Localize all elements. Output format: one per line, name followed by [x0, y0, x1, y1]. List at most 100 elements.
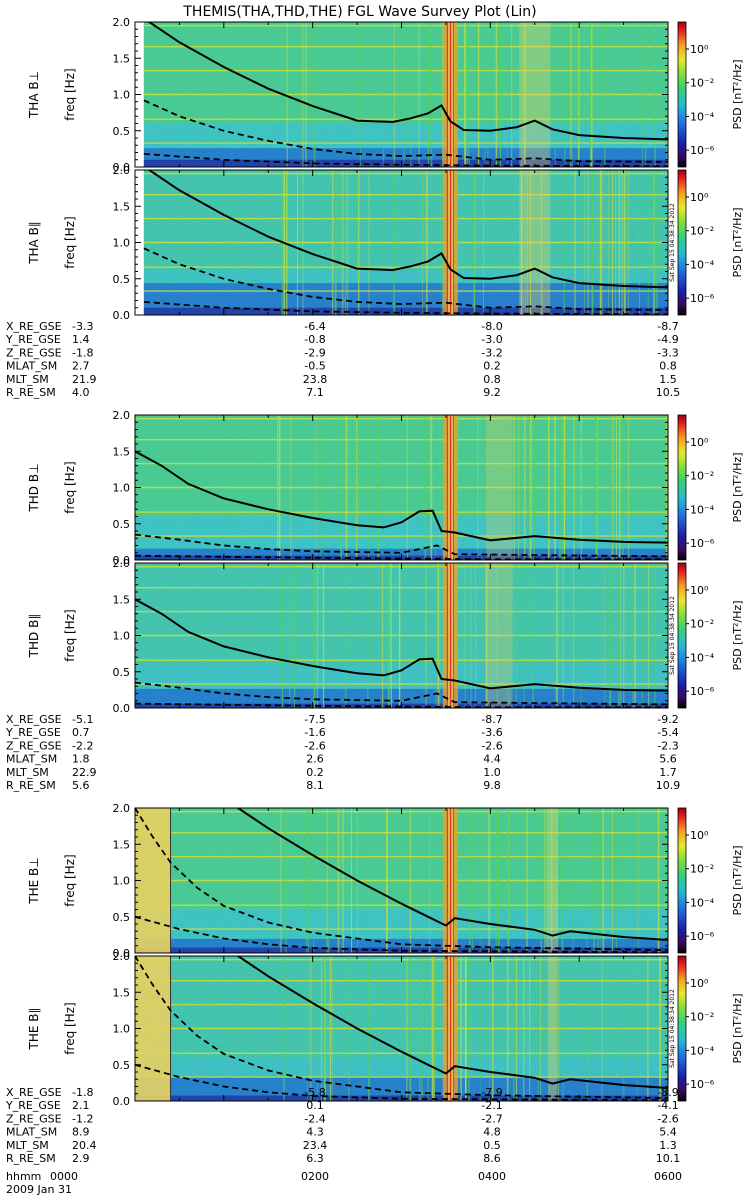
ytick-label: 2.0 — [113, 557, 131, 570]
ytick-label: 0.0 — [113, 947, 131, 960]
panel-label: THE B⊥ — [27, 857, 41, 904]
ytick-label: 2.0 — [113, 802, 131, 815]
ephemeris-value: 4.0 — [72, 386, 90, 399]
ephemeris-value: 7.1 — [306, 386, 324, 399]
colorbar-tick-label: 10⁻⁴ — [690, 258, 715, 271]
burst-weak — [485, 415, 513, 560]
colorbar: 10⁰ 10⁻² 10⁻⁴ 10⁻⁶ PSD [nT²/Hz] — [677, 414, 744, 561]
ephemeris-value: 0.8 — [659, 360, 677, 373]
ephemeris-value: -5.1 — [72, 713, 93, 726]
ephemeris-value: 5.6 — [659, 753, 677, 766]
dashed-line-upper — [143, 247, 668, 311]
spectrogram — [143, 22, 668, 167]
ylabel: freq [Hz] — [63, 68, 77, 120]
ephemeris-label: R_RE_SM — [6, 1152, 56, 1165]
ytick-label: 0.0 — [113, 1095, 131, 1108]
ephemeris-value: -2.7 — [481, 1112, 502, 1125]
spectrogram-upper-band — [135, 808, 668, 910]
ephemeris-value: -5.4 — [657, 726, 678, 739]
ephemeris-value: -6.4 — [304, 320, 325, 333]
panel-tha-par: 0.0 0.5 1.0 1.5 2.0 THA B∥ freq [Hz] 10⁰ 10⁻² 10⁻… — [27, 164, 744, 322]
ephemeris-value: 0.2 — [306, 766, 324, 779]
ytick-label: 1.0 — [113, 875, 131, 888]
spectrogram — [135, 808, 668, 953]
probe-groups: 0.0 0.5 1.0 1.5 2.0 THA B⊥ freq [Hz] 10⁰ 10⁻² 10⁻… — [5, 16, 744, 1165]
ephemeris-value: -1.8 — [72, 346, 93, 359]
ephemeris-value: 4.8 — [483, 1126, 501, 1139]
ytick-label: 1.5 — [113, 986, 131, 999]
ephemeris-value: -8.7 — [657, 320, 678, 333]
ytick-label: 1.5 — [113, 593, 131, 606]
colorbar-tick-label: 10⁻⁶ — [690, 930, 715, 943]
ephemeris-label: X_RE_GSE — [6, 1086, 62, 1099]
colorbar-tick-label: 10⁰ — [690, 977, 709, 990]
spectrogram-bottom-band — [143, 307, 668, 315]
colorbar-label: PSD [nT²/Hz] — [731, 207, 744, 277]
spectrogram-upper-band — [143, 22, 668, 124]
ytick-label: 0.5 — [113, 518, 131, 531]
ephemeris-value: -3.0 — [481, 333, 502, 346]
ytick-label: 0.0 — [113, 161, 131, 174]
ytick-label: 1.0 — [113, 482, 131, 495]
ephemeris-label: MLAT_SM — [6, 360, 57, 373]
timestamp-stamp: Sat Sep 15 04:38:34 2012 — [669, 989, 676, 1068]
ephemeris-value: -1.2 — [72, 1112, 93, 1125]
colorbar-label: PSD [nT²/Hz] — [731, 600, 744, 670]
spectrogram-low-band — [135, 1077, 668, 1101]
time-axis-row: hhmm 0000 0200 0400 0600 2009 Jan 31 — [6, 1170, 682, 1196]
ephemeris-value: -5.8 — [304, 1086, 325, 1099]
burst-core — [446, 956, 454, 1101]
burst-core — [446, 22, 454, 167]
ephemeris-label: Y_RE_GSE — [5, 333, 61, 346]
dashed-line-upper — [135, 808, 668, 951]
ephemeris-value: -3.3 — [72, 320, 93, 333]
ephemeris-label: MLAT_SM — [6, 753, 57, 766]
colorbar-label: PSD [nT²/Hz] — [731, 993, 744, 1063]
colorbar-tick-label: 10⁻⁶ — [690, 144, 715, 157]
ephemeris-value: 2.1 — [72, 1099, 90, 1112]
ephemeris-value: -8.9 — [657, 1086, 678, 1099]
colorbar-tick-label: 10⁻⁶ — [690, 1078, 715, 1091]
ytick-label: 0.0 — [113, 702, 131, 715]
ephemeris-label: MLT_SM — [6, 1139, 49, 1152]
ytick-label: 0.5 — [113, 125, 131, 138]
ylabel: freq [Hz] — [63, 216, 77, 268]
ephemeris-value: 5.6 — [72, 779, 90, 792]
timestamp-stamp: Sat Sep 15 04:38:34 2012 — [669, 596, 676, 675]
burst-core — [446, 415, 454, 560]
burst-core — [446, 808, 454, 953]
ephemeris-value: 4.4 — [483, 753, 501, 766]
colorbar-tick-label: 10⁻⁴ — [690, 110, 715, 123]
spectrogram-bottom-band — [143, 159, 668, 167]
ephemeris-value: -9.2 — [657, 713, 678, 726]
probe-the: 0.0 0.5 1.0 1.5 2.0 THE B⊥ freq [Hz] 10⁰ 10⁻² 10⁻… — [5, 802, 744, 1165]
ylabel: freq [Hz] — [63, 1002, 77, 1054]
colorbar: 10⁰ 10⁻² 10⁻⁴ 10⁻⁶ PSD [nT²/Hz] — [677, 807, 744, 954]
colorbar-tick-label: 10⁰ — [690, 584, 709, 597]
ephemeris-value: 1.4 — [72, 333, 90, 346]
gyrofrequency-line — [135, 598, 668, 692]
ephemeris-label: X_RE_GSE — [6, 713, 62, 726]
spectrogram — [135, 563, 668, 708]
ytick-label: 0.0 — [113, 309, 131, 322]
ephemeris-value: -4.9 — [657, 333, 678, 346]
ephemeris-value: -0.8 — [304, 333, 325, 346]
ytick-label: 1.5 — [113, 838, 131, 851]
colorbar-gradient — [677, 21, 687, 168]
colorbar-tick-label: 10⁰ — [690, 829, 709, 842]
ephemeris-value: 10.1 — [656, 1152, 681, 1165]
ephemeris-value: -1.6 — [304, 726, 325, 739]
ephemeris-value: 1.0 — [483, 766, 501, 779]
ylabel: freq [Hz] — [63, 609, 77, 661]
ephemeris-value: -7.9 — [481, 1086, 502, 1099]
spectrogram-upper-band — [135, 956, 668, 1058]
time-row-label: hhmm — [6, 1170, 41, 1183]
ytick-label: 1.0 — [113, 1023, 131, 1036]
colorbar-tick-label: 10⁻⁶ — [690, 685, 715, 698]
ephemeris-value: 0.8 — [483, 373, 501, 386]
probe-thd: 0.0 0.5 1.0 1.5 2.0 THD B⊥ freq [Hz] 10⁰ 10⁻² 10⁻… — [5, 409, 744, 792]
ephemeris-value: 2.9 — [72, 1152, 90, 1165]
gyrofrequency-line — [236, 808, 668, 941]
ytick-label: 2.0 — [113, 164, 131, 177]
ephemeris-value: 9.8 — [483, 779, 501, 792]
